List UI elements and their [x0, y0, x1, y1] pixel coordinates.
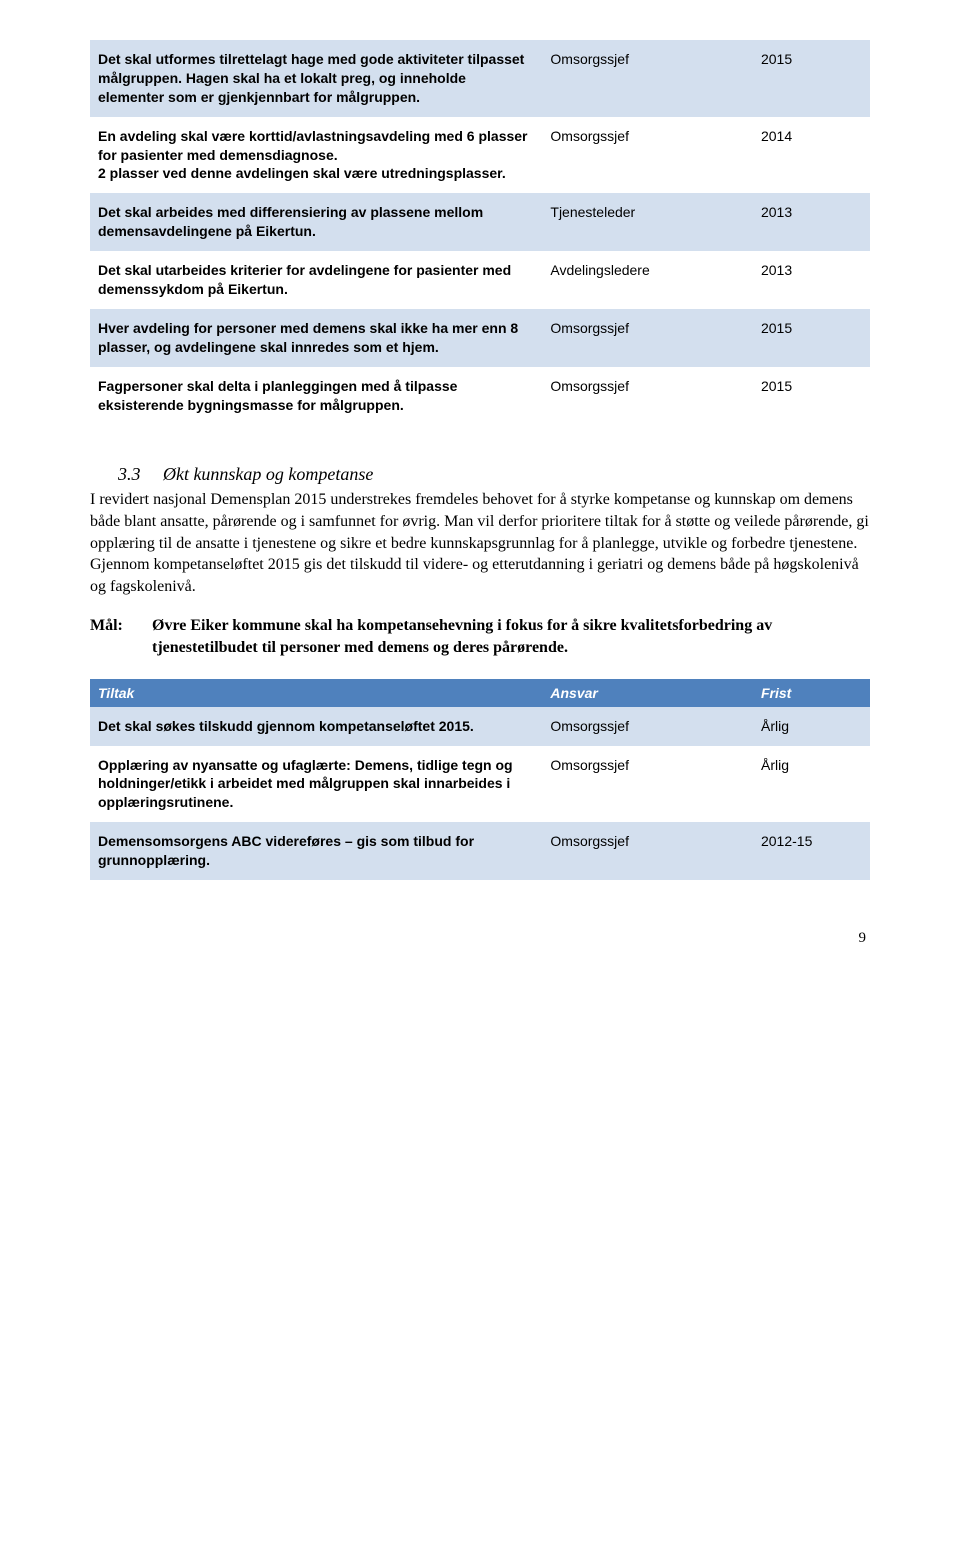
tiltak-responsible: Omsorgssjef — [542, 707, 753, 746]
table-row: Det skal utarbeides kriterier for avdeli… — [90, 251, 870, 309]
section-number: 3.3 — [118, 464, 141, 485]
measure-year: 2013 — [753, 193, 870, 251]
measures-table: Det skal utformes tilrettelagt hage med … — [90, 40, 870, 424]
measure-responsible: Avdelingsledere — [542, 251, 753, 309]
table-row: Det skal søkes tilskudd gjennom kompetan… — [90, 707, 870, 746]
measure-year: 2015 — [753, 309, 870, 367]
measure-responsible: Omsorgssjef — [542, 40, 753, 117]
section-heading: 3.3 Økt kunnskap og kompetanse — [90, 464, 870, 485]
tiltak-header-cell: Ansvar — [542, 679, 753, 707]
tiltak-responsible: Omsorgssjef — [542, 746, 753, 823]
measure-responsible: Tjenesteleder — [542, 193, 753, 251]
table-row: En avdeling skal være korttid/avlastning… — [90, 117, 870, 194]
section-paragraph: I revidert nasjonal Demensplan 2015 unde… — [90, 489, 870, 597]
measure-description: Fagpersoner skal delta i planleggingen m… — [90, 367, 542, 425]
table-row: Det skal utformes tilrettelagt hage med … — [90, 40, 870, 117]
section-title: Økt kunnskap og kompetanse — [163, 464, 373, 484]
measure-year: 2014 — [753, 117, 870, 194]
measure-responsible: Omsorgssjef — [542, 367, 753, 425]
tiltak-description: Det skal søkes tilskudd gjennom kompetan… — [90, 707, 542, 746]
table-row: Fagpersoner skal delta i planleggingen m… — [90, 367, 870, 425]
measure-responsible: Omsorgssjef — [542, 309, 753, 367]
measure-description: Det skal utarbeides kriterier for avdeli… — [90, 251, 542, 309]
measure-description: Hver avdeling for personer med demens sk… — [90, 309, 542, 367]
tiltak-header-cell: Frist — [753, 679, 870, 707]
measure-year: 2013 — [753, 251, 870, 309]
goal-text: Øvre Eiker kommune skal ha kompetansehev… — [152, 615, 870, 658]
tiltak-description: Demensomsorgens ABC videreføres – gis so… — [90, 822, 542, 880]
tiltak-description: Opplæring av nyansatte og ufaglærte: Dem… — [90, 746, 542, 823]
tiltak-responsible: Omsorgssjef — [542, 822, 753, 880]
table-row: Demensomsorgens ABC videreføres – gis so… — [90, 822, 870, 880]
table-row: Hver avdeling for personer med demens sk… — [90, 309, 870, 367]
goal-label: Mål: — [90, 615, 152, 658]
tiltak-deadline: Årlig — [753, 707, 870, 746]
measure-year: 2015 — [753, 40, 870, 117]
measure-description: Det skal arbeides med differensiering av… — [90, 193, 542, 251]
measure-responsible: Omsorgssjef — [542, 117, 753, 194]
tiltak-header-row: TiltakAnsvarFrist — [90, 679, 870, 707]
measure-description: Det skal utformes tilrettelagt hage med … — [90, 40, 542, 117]
measure-year: 2015 — [753, 367, 870, 425]
table-row: Det skal arbeides med differensiering av… — [90, 193, 870, 251]
tiltak-header-cell: Tiltak — [90, 679, 542, 707]
goal-block: Mål: Øvre Eiker kommune skal ha kompetan… — [90, 615, 870, 658]
tiltak-deadline: Årlig — [753, 746, 870, 823]
table-row: Opplæring av nyansatte og ufaglærte: Dem… — [90, 746, 870, 823]
tiltak-table: Det skal søkes tilskudd gjennom kompetan… — [90, 707, 870, 880]
tiltak-deadline: 2012-15 — [753, 822, 870, 880]
page-number: 9 — [90, 930, 870, 947]
measure-description: En avdeling skal være korttid/avlastning… — [90, 117, 542, 194]
tiltak-header-table: TiltakAnsvarFrist — [90, 679, 870, 707]
